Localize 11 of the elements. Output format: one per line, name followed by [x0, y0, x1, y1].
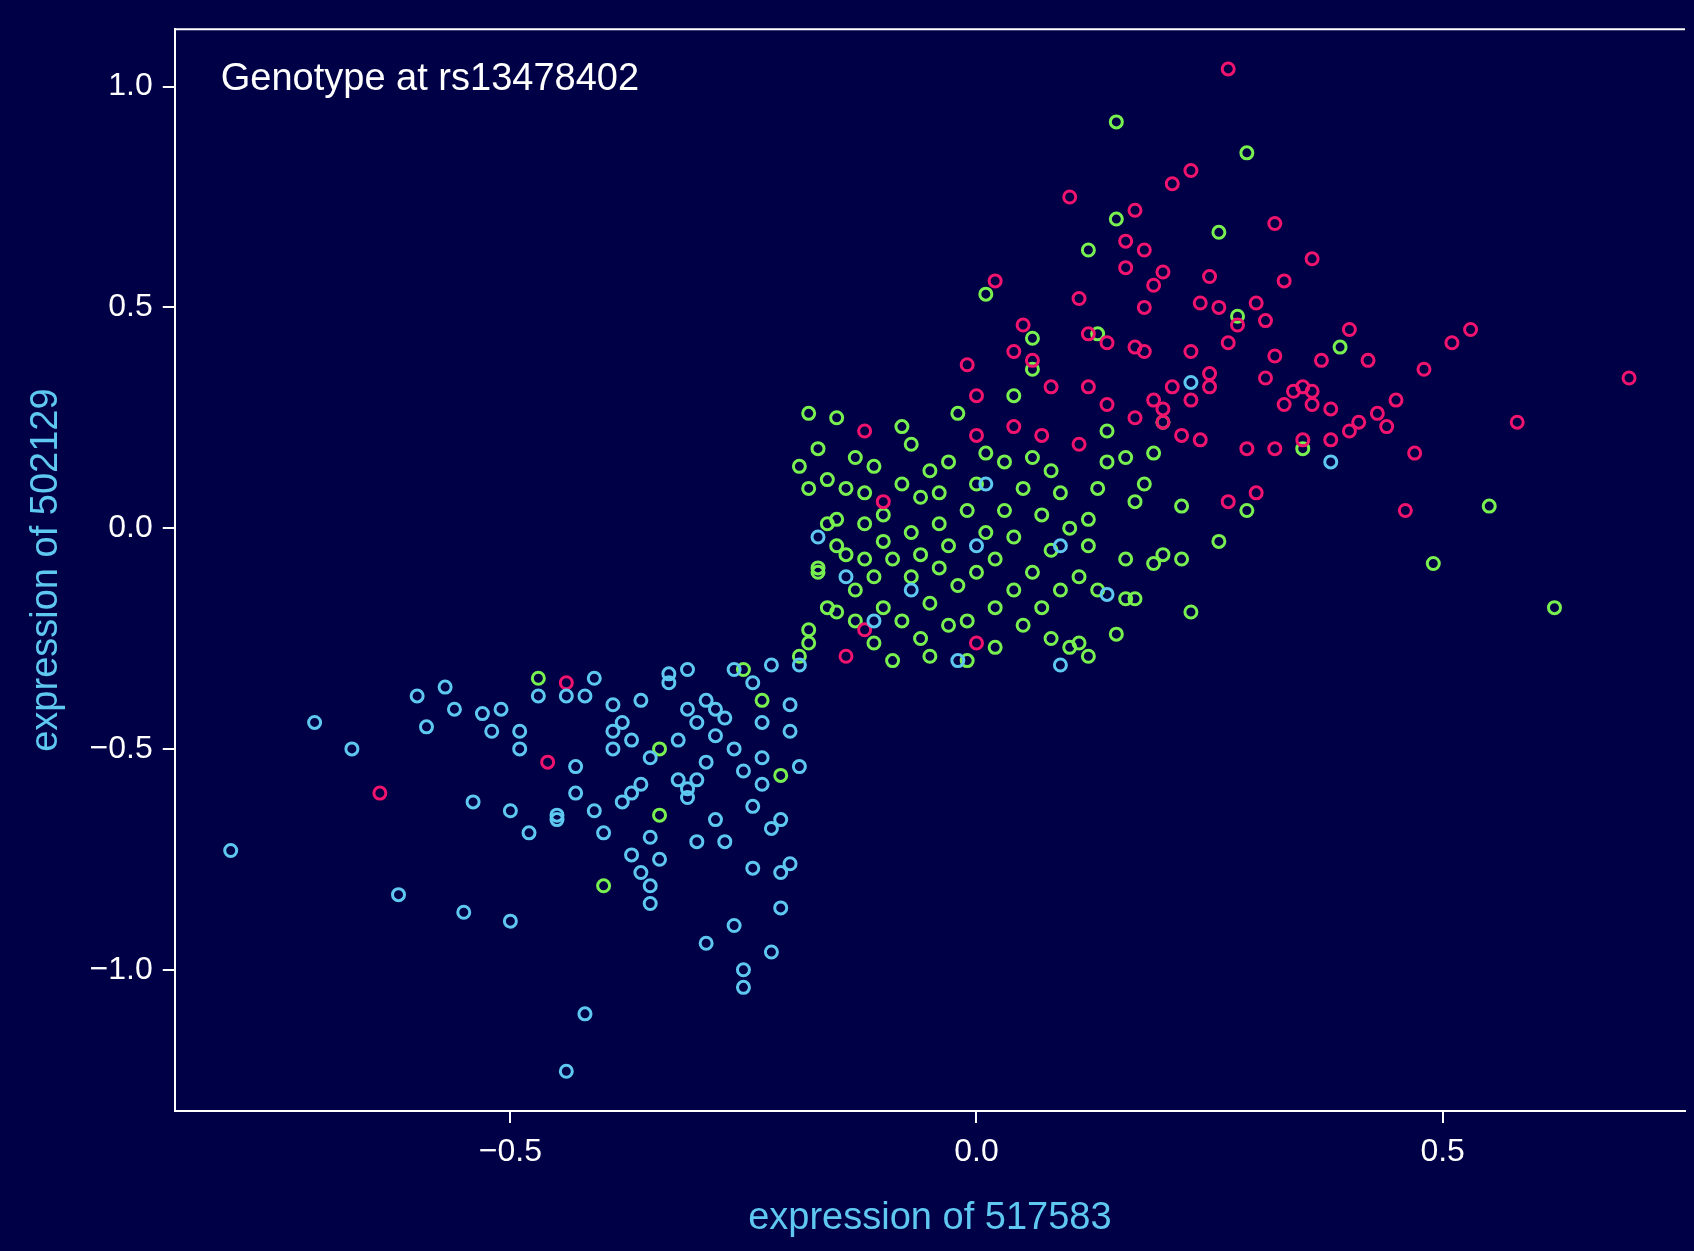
text: Genotype at rs13478402: [220, 55, 640, 98]
y-tick-label: 0.5: [108, 287, 153, 324]
y-tick-label: −0.5: [89, 728, 153, 765]
y-axis-title: expression of 502129: [23, 388, 66, 752]
x-tick-label: −0.5: [478, 1132, 542, 1169]
x-tick-label: 0.0: [954, 1132, 999, 1169]
y-tick-label: 1.0: [108, 66, 153, 103]
x-tick-label: 0.5: [1420, 1132, 1465, 1169]
y-tick-label: −1.0: [89, 949, 153, 986]
y-tick-label: 0.0: [108, 507, 153, 544]
x-axis-title: expression of 517583: [748, 1194, 1112, 1237]
